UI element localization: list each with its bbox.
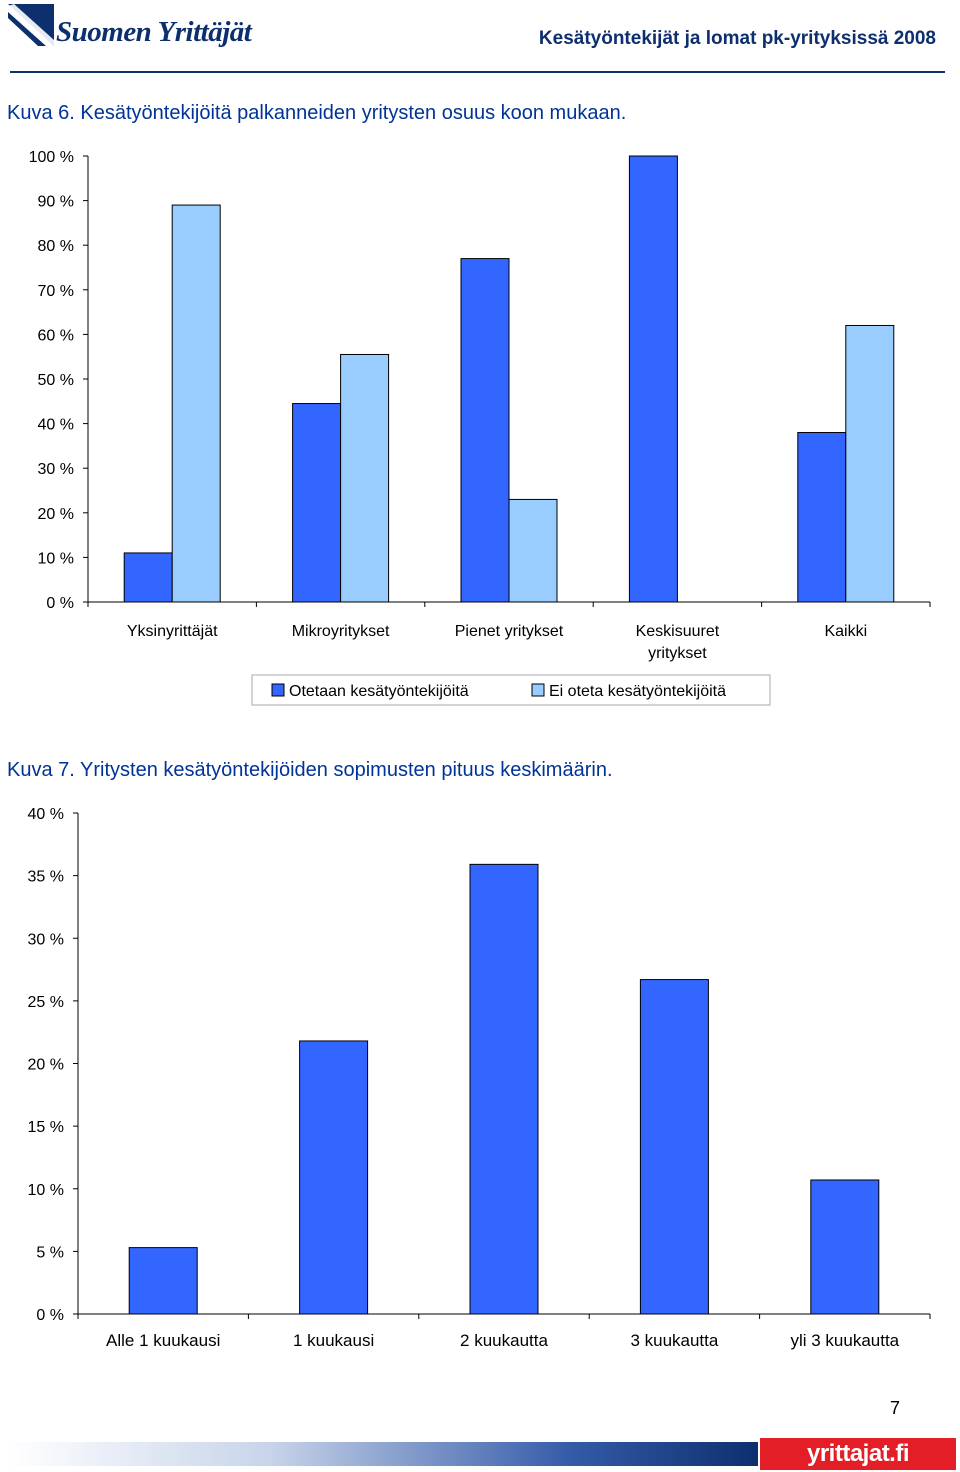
chart-contract-length: 0 % 5 % 10 % 15 % 20 % 25 % 30 % 35 % 40 % Alle 1… — [28, 806, 931, 1350]
figure-caption-6: Kuva 6. Kesätyöntekijöitä palkanneiden y… — [7, 102, 627, 124]
chart1-y-tick-label: 80 % — [38, 238, 74, 255]
page-header: Suomen Yrittäjät Kesätyöntekijät ja loma… — [0, 0, 960, 76]
chart1-category-label: Pienet yritykset — [455, 623, 564, 640]
document-title: Kesätyöntekijät ja lomat pk-yrityksissä … — [538, 28, 936, 49]
chart2-category-label: 1 kuukausi — [293, 1331, 374, 1350]
chart1-bar — [628, 155, 678, 603]
chart1-y-tick-label: 30 % — [38, 461, 74, 478]
chart1-legend-box — [251, 674, 771, 706]
header-divider — [10, 71, 945, 73]
chart2-bar — [810, 1179, 880, 1315]
chart1-labels: 0 % 10 % 20 % 30 % 40 % 50 % 60 % 70 % 80 % 90 % 1… — [29, 149, 868, 662]
chart2-y-tick-label: 30 % — [28, 931, 64, 948]
chart2-y-tick-label: 40 % — [28, 806, 64, 823]
chart2-y-tick-label: 15 % — [28, 1119, 64, 1136]
chart1-y-tick-label: 10 % — [38, 550, 74, 567]
logo-text: Suomen Yrittäjät — [56, 16, 252, 48]
chart1-y-tick-label: 70 % — [38, 283, 74, 300]
chart2-category-label: Alle 1 kuukausi — [106, 1331, 220, 1350]
chart2-category-label: 3 kuukautta — [630, 1331, 718, 1350]
chart1-bars — [123, 155, 895, 603]
chart2-y-tick-label: 25 % — [28, 994, 64, 1011]
chart2-bar — [469, 863, 539, 1315]
footer-gradient-strip — [6, 1442, 758, 1466]
chart2-y-tick-label: 20 % — [28, 1057, 64, 1074]
chart1-y-tick-label: 60 % — [38, 327, 74, 344]
chart2-bar — [128, 1247, 198, 1315]
chart1-bar — [460, 258, 510, 603]
page-number: 7 — [889, 1398, 900, 1418]
chart1-category-label-line1: Keskisuuret — [636, 623, 720, 640]
chart1-bar — [845, 324, 895, 603]
chart2-y-tick-label: 0 % — [36, 1307, 64, 1324]
chart1-y-tick-label: 90 % — [38, 194, 74, 211]
chart2-y-tick-label: 5 % — [36, 1244, 64, 1261]
chart1-bar — [508, 498, 558, 603]
chart1-bar — [292, 403, 342, 603]
chart2-y-tick-label: 35 % — [28, 869, 64, 886]
chart1-y-tick-label: 0 % — [46, 595, 74, 612]
chart1-category-label-line2: yritykset — [648, 645, 707, 662]
chart1-legend-label: Ei oteta kesätyöntekijöitä — [549, 683, 726, 700]
yrittajat-fi-logo: yrittajat.fi — [760, 1438, 956, 1470]
chart2-bars — [128, 863, 880, 1315]
figure-caption-7: Kuva 7. Yritysten kesätyöntekijöiden sop… — [7, 759, 613, 781]
chart-company-size: 0 % 10 % 20 % 30 % 40 % 50 % 60 % 70 % 80 % 90 % 1… — [29, 149, 931, 706]
chart1-category-label: Kaikki — [824, 623, 867, 640]
suomen-yrittajat-logo-icon — [8, 4, 54, 46]
chart1-y-tick-label: 50 % — [38, 372, 74, 389]
chart1-category-label: Yksinyrittäjät — [127, 623, 218, 640]
chart1-bar — [171, 204, 221, 603]
chart2-bar — [299, 1040, 369, 1315]
chart1-category-label: Mikroyritykset — [292, 623, 390, 640]
chart1-bar — [340, 353, 390, 603]
chart1-y-tick-label: 20 % — [38, 506, 74, 523]
chart1-legend: Otetaan kesätyöntekijöitä Ei oteta kesäty… — [251, 674, 771, 706]
chart2-category-label: 2 kuukautta — [460, 1331, 548, 1350]
chart2-category-label: yli 3 kuukautta — [790, 1331, 899, 1350]
chart1-legend-label: Otetaan kesätyöntekijöitä — [289, 683, 469, 700]
chart1-legend-swatch — [271, 683, 285, 697]
chart2-y-tick-label: 10 % — [28, 1182, 64, 1199]
chart2-bar — [639, 979, 709, 1315]
chart1-bar — [123, 552, 173, 603]
chart1-y-tick-label: 100 % — [29, 149, 74, 166]
chart1-y-tick-label: 40 % — [38, 417, 74, 434]
chart1-legend-swatch — [531, 683, 545, 697]
chart1-bar — [797, 432, 847, 603]
chart2-labels: 0 % 5 % 10 % 15 % 20 % 25 % 30 % 35 % 40 % Alle 1… — [28, 806, 900, 1350]
